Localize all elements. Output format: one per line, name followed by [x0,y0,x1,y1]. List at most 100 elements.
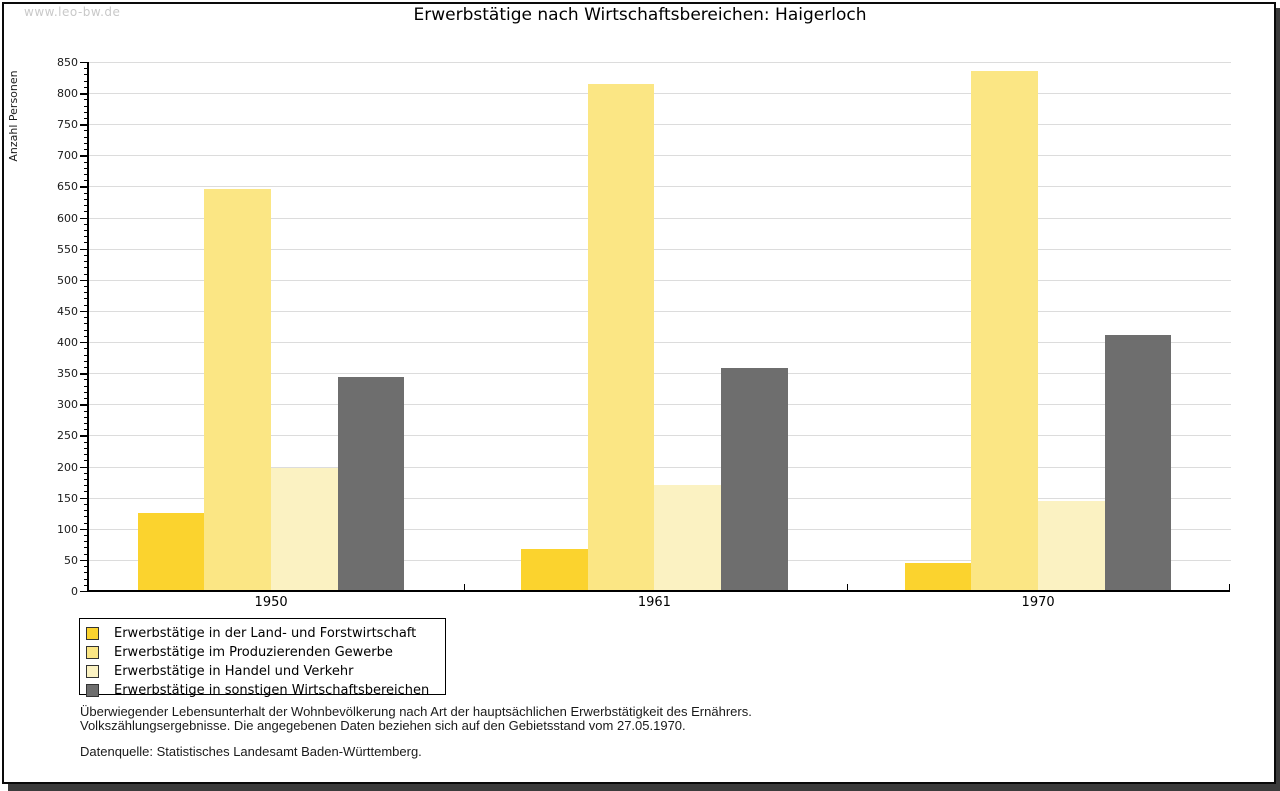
y-major-tick [80,466,88,468]
y-tick-label: 0 [71,585,78,598]
y-minor-tick [84,553,88,555]
y-minor-tick [84,391,88,393]
y-minor-tick [84,547,88,549]
y-minor-tick [84,136,88,138]
y-minor-tick [84,261,88,263]
legend-label: Erwerbstätige in sonstigen Wirtschaftsbe… [114,683,430,698]
y-tick-label: 250 [57,429,78,443]
y-minor-tick [84,534,88,536]
bar-1961-series-3 [654,485,722,591]
y-major-tick [80,342,88,344]
y-minor-tick [84,118,88,119]
y-minor-tick [84,522,88,524]
y-minor-tick [84,230,88,232]
y-minor-tick [84,379,88,381]
y-minor-tick [84,578,88,580]
y-minor-tick [84,478,88,480]
y-minor-tick [84,354,88,356]
x-separator-tick [463,584,466,590]
y-minor-tick [84,335,88,337]
bar-1961-series-2 [587,83,655,591]
legend-item-4: Erwerbstätige in sonstigen Wirtschaftsbe… [80,681,445,700]
y-minor-tick [84,572,88,574]
y-minor-tick [84,329,88,331]
bar-1970-series-4 [1104,335,1172,591]
y-major-tick [80,186,88,188]
y-tick-label: 100 [57,522,78,536]
gridline [88,93,1231,95]
y-major-tick [80,155,88,157]
y-major-tick [80,591,88,593]
y-tick-label: 800 [57,87,78,101]
y-major-tick [80,124,88,126]
y-major-tick [80,435,88,437]
y-major-tick [80,62,88,64]
y-minor-tick [84,485,88,487]
y-minor-tick [84,80,88,82]
legend-swatch [86,684,99,697]
y-minor-tick [84,510,88,512]
y-axis-line [87,62,89,592]
gridline [88,186,1231,188]
y-minor-tick [84,541,88,543]
gridline [88,342,1231,344]
y-minor-tick [84,192,88,194]
y-minor-tick [84,317,88,319]
x-category-label: 1950 [254,595,288,610]
y-minor-tick [84,254,88,256]
y-minor-tick [84,360,88,362]
x-separator-tick [846,584,849,590]
y-minor-tick [84,348,88,350]
y-minor-tick [84,410,88,412]
y-minor-tick [84,292,88,294]
legend-item-2: Erwerbstätige im Produzierenden Gewerbe [80,643,445,662]
y-minor-tick [84,398,88,400]
y-minor-tick [84,454,88,456]
footnote-line-1: Überwiegender Lebensunterhalt der Wohnbe… [80,704,752,719]
y-minor-tick [84,174,88,176]
y-minor-tick [84,286,88,288]
window-shadow-right [1276,8,1280,791]
y-minor-tick [84,142,88,144]
gridline [88,310,1231,312]
bar-1950-series-1 [137,513,205,591]
window-shadow-bottom [8,784,1280,791]
y-minor-tick [84,74,88,76]
y-minor-tick [84,366,88,368]
y-tick-label: 750 [57,118,78,132]
y-major-tick [80,310,88,313]
bar-1950-series-3 [271,468,338,591]
y-major-tick [80,248,88,251]
legend-swatch [86,646,99,659]
y-tick-label: 150 [57,491,78,505]
bar-1950-series-2 [204,188,272,591]
y-tick-label: 300 [57,398,78,412]
y-major-tick [80,217,88,219]
gridline [88,62,1231,63]
y-minor-tick [84,161,88,163]
y-minor-tick [84,167,88,169]
y-tick-label: 400 [57,336,78,350]
watermark: www.leo-bw.de [24,5,121,19]
gridline [88,155,1231,157]
y-major-tick [80,279,88,282]
y-major-tick [80,497,88,500]
y-minor-tick [84,111,88,113]
gridline [88,435,1231,437]
y-minor-tick [84,149,88,151]
y-minor-tick [84,584,88,586]
y-tick-label: 50 [64,553,78,567]
y-minor-tick [84,273,88,275]
footnote-source: Datenquelle: Statistisches Landesamt Bad… [80,744,422,759]
legend-label: Erwerbstätige im Produzierenden Gewerbe [114,645,393,660]
y-major-tick [80,93,88,95]
y-minor-tick [84,223,88,225]
y-minor-tick [84,472,88,474]
y-tick-label: 700 [57,149,78,163]
y-tick-label: 600 [57,211,78,225]
gridline [88,279,1231,281]
legend-label: Erwerbstätige in der Land- und Forstwirt… [114,626,417,641]
y-minor-tick [84,68,88,70]
legend-swatch [86,665,99,678]
legend-swatch [86,627,99,640]
